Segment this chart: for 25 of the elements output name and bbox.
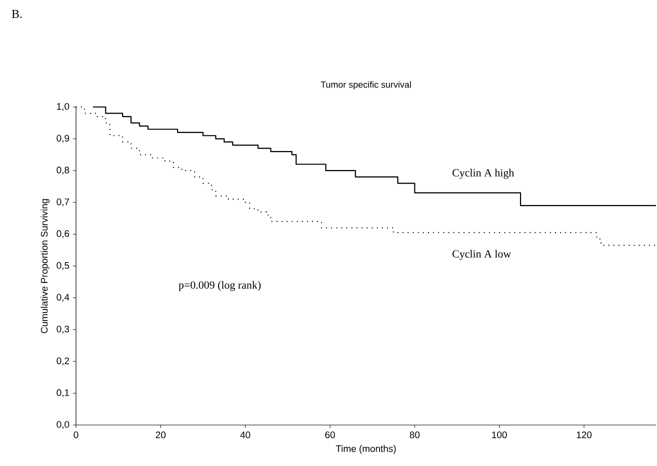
annotation: p=0.009 (log rank): [178, 281, 261, 291]
x-tick-label: 40: [240, 432, 250, 438]
y-tick-label: 0,2: [56, 357, 70, 366]
y-tick-label: 0,8: [56, 166, 70, 175]
text: B.: [12, 10, 22, 18]
y-tick-label: 0,4: [56, 294, 70, 302]
x-tick-label: 20: [156, 432, 166, 438]
y-tick-label: 0,6: [56, 230, 70, 238]
y-tick-label: 0,5: [56, 262, 70, 270]
x-axis-title: Time (months): [336, 445, 396, 454]
y-tick-label: 0,3: [56, 326, 70, 334]
x-tick-label: 80: [410, 432, 420, 438]
x-tick-label: 60: [325, 432, 335, 438]
y-tick-label: 0,0: [56, 421, 70, 429]
y-axis-title: Cumulative Proportion Surviving: [40, 199, 50, 334]
series-label: Cyclin A high: [452, 168, 514, 179]
y-tick-label: 0,1: [56, 389, 70, 398]
x-tick-label: 120: [576, 432, 592, 438]
y-tick-label: 0,9: [56, 134, 70, 143]
series-label: Cyclin A low: [452, 250, 512, 260]
y-tick-label: 1,0: [57, 103, 70, 111]
y-tick-label: 0,7: [56, 198, 70, 206]
x-tick-label: 0: [74, 432, 78, 438]
chart-title: Tumor specific survival: [320, 81, 411, 90]
x-tick-label: 100: [492, 432, 507, 438]
